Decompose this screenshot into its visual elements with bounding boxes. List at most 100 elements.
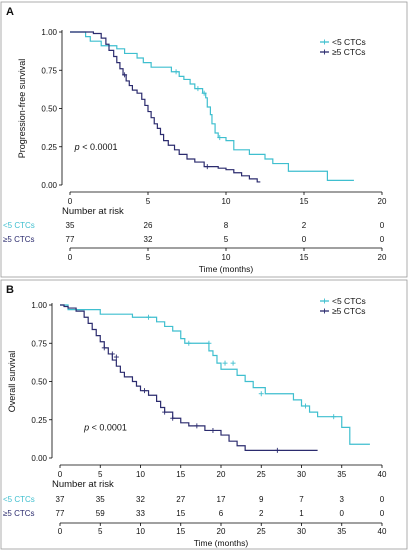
y-tick-label: 0.50	[31, 378, 47, 387]
x-axis-label: Time (months)	[194, 538, 249, 548]
risk-x-tick-label: 0	[58, 527, 63, 536]
risk-x-tick-label: 25	[257, 527, 266, 536]
p-value-text: < 0.0001	[80, 142, 118, 152]
x-tick-label: 10	[136, 470, 145, 479]
risk-row-label: <5 CTCs	[3, 221, 35, 230]
risk-count: 2	[259, 509, 264, 518]
risk-count: 0	[380, 495, 385, 504]
p-value-symbol: p	[74, 142, 80, 152]
legend: <5 CTCs≥5 CTCs	[320, 37, 366, 57]
panel-label: A	[6, 6, 14, 18]
y-tick-label: 0.75	[31, 339, 47, 348]
risk-count: 17	[217, 495, 226, 504]
risk-x-tick-label: 10	[222, 253, 231, 262]
risk-count: 35	[96, 495, 105, 504]
risk-table-title: Number at risk	[52, 479, 114, 490]
risk-x-tick-label: 10	[136, 527, 145, 536]
panel-a: A 0.00 0.25 0.50 0.75 1.00 Progression-free su…	[0, 1, 408, 278]
y-tick-label: 0.50	[41, 105, 57, 114]
risk-table-title: Number at risk	[62, 206, 124, 217]
legend: <5 CTCs≥5 CTCs	[320, 296, 366, 316]
x-axis-label: Time (months)	[199, 264, 254, 274]
risk-count: 0	[302, 235, 307, 244]
legend-entry: ≥5 CTCs	[332, 306, 365, 316]
risk-count: 27	[176, 495, 185, 504]
risk-count: 8	[224, 221, 229, 230]
x-tick-label: 40	[378, 470, 387, 479]
y-tick-label: 0.00	[41, 181, 57, 190]
risk-row-label: <5 CTCs	[3, 495, 35, 504]
series-low-ctc	[70, 31, 354, 182]
x-tick-label: 10	[222, 197, 231, 206]
legend-entry: <5 CTCs	[332, 296, 366, 306]
legend-entry: <5 CTCs	[332, 37, 366, 47]
x-tick-label: 5	[146, 197, 151, 206]
risk-row-label: ≥5 CTCs	[3, 509, 35, 518]
y-tick-label: 0.25	[31, 416, 47, 425]
risk-count: 37	[56, 495, 65, 504]
survival-curve	[60, 304, 318, 451]
risk-table: Number at risk <5 CTCs 37 35 3 2 27 17 9 7 3 0 ≥5 CT…	[3, 479, 387, 548]
risk-x-tick-label: 30	[297, 527, 306, 536]
y-tick-label: 1.00	[41, 28, 57, 37]
p-value: p < 0.0001	[74, 142, 118, 152]
risk-x-tick-label: 5	[98, 527, 103, 536]
survival-curve	[60, 304, 370, 445]
risk-row-label: ≥5 CTCs	[3, 235, 35, 244]
x-axis: 0 5 10 15 20 25 30 35 40	[58, 464, 387, 479]
risk-count: 6	[219, 509, 224, 518]
risk-count: 3	[340, 495, 345, 504]
risk-count: 1	[299, 509, 304, 518]
y-tick-label: 0.75	[41, 66, 57, 75]
y-tick-label: 0.00	[31, 454, 47, 463]
p-value-text: < 0.0001	[89, 422, 127, 432]
risk-count: 9	[259, 495, 264, 504]
panel-label: B	[6, 284, 14, 296]
y-tick-label: 0.25	[41, 143, 57, 152]
x-tick-label: 25	[257, 470, 266, 479]
risk-x-tick-label: 0	[68, 253, 73, 262]
legend-entry: ≥5 CTCs	[332, 47, 365, 57]
risk-count: 32	[144, 235, 153, 244]
risk-count: 77	[66, 235, 75, 244]
y-tick-label: 1.00	[31, 301, 47, 310]
x-tick-label: 30	[297, 470, 306, 479]
y-axis: 0.00 0.25 0.50 0.75 1.00 Overall survival	[7, 301, 53, 463]
risk-x-tick-label: 35	[337, 527, 346, 536]
risk-count: 26	[144, 221, 153, 230]
y-axis: 0.00 0.25 0.50 0.75 1.00 Progression-free sur…	[17, 28, 63, 190]
risk-count: 7	[299, 495, 304, 504]
x-tick-label: 5	[98, 470, 103, 479]
risk-x-tick-label: 15	[300, 253, 309, 262]
risk-count: 0	[380, 509, 385, 518]
risk-count: 0	[380, 221, 385, 230]
risk-count: 5	[224, 235, 229, 244]
risk-x-tick-label: 15	[176, 527, 185, 536]
p-value: p < 0.0001	[83, 422, 127, 432]
x-axis: 0 5 10 15 20	[68, 191, 387, 206]
survival-curve	[70, 31, 261, 183]
risk-x-tick-label: 5	[146, 253, 151, 262]
panel-b: B 0.00 0.25 0.50 0.75 1.00 Overall survival 0 5 1…	[0, 279, 408, 550]
p-value-symbol: p	[83, 422, 89, 432]
x-tick-label: 20	[217, 470, 226, 479]
risk-count: 59	[96, 509, 105, 518]
x-tick-label: 0	[68, 197, 73, 206]
risk-count: 0	[340, 509, 345, 518]
y-axis-label: Overall survival	[7, 351, 17, 413]
panel-frame	[0, 1, 408, 278]
series-low-ctc	[60, 304, 370, 445]
x-tick-label: 15	[300, 197, 309, 206]
series-high-ctc	[60, 304, 318, 453]
risk-count: 77	[56, 509, 65, 518]
risk-table: Number at risk <5 CTCs 35 26 8 2 0 ≥5 CTCs 77 32 5…	[3, 206, 387, 274]
risk-count: 15	[176, 509, 185, 518]
risk-count: 35	[66, 221, 75, 230]
risk-count: 2	[302, 221, 307, 230]
x-tick-label: 0	[58, 470, 63, 479]
x-tick-label: 20	[378, 197, 387, 206]
risk-x-tick-label: 20	[217, 527, 226, 536]
survival-curve	[70, 31, 354, 182]
